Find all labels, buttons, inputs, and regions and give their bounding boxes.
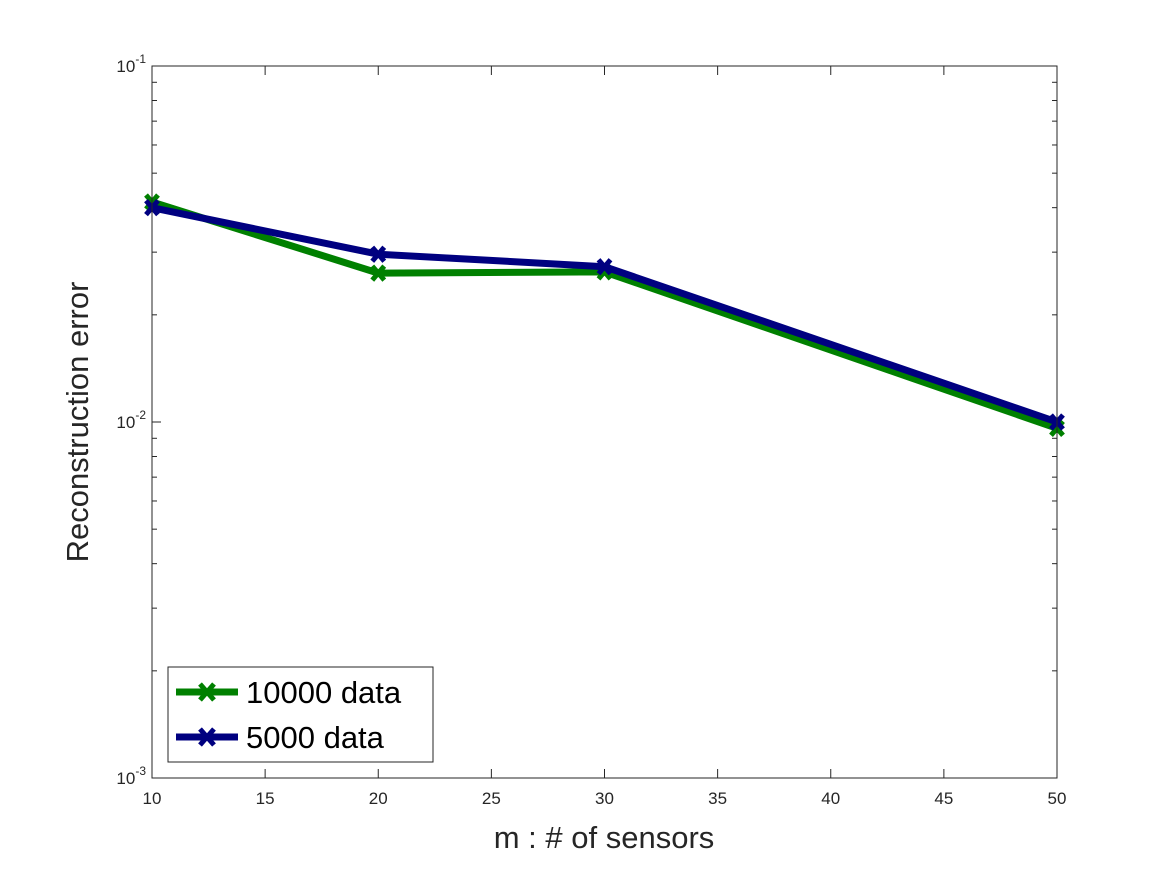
legend-marker-10000	[198, 682, 216, 702]
plot-area	[152, 66, 1057, 778]
x-tick-labels: 10 15 20 25 30 35 40 45 50	[143, 789, 1067, 808]
x-tick-label: 30	[595, 789, 614, 808]
x-tick-label: 25	[482, 789, 501, 808]
x-tick-label: 35	[708, 789, 727, 808]
series-line-5000-data	[148, 204, 1061, 426]
x-tick-label: 50	[1048, 789, 1067, 808]
x-axis-label: m : # of sensors	[494, 820, 715, 855]
y-tick-labels: 10-3 10-2 10-1	[116, 52, 146, 788]
legend-label-10000: 10000 data	[246, 675, 402, 710]
minor-ticks	[152, 81, 1057, 672]
x-tick-label: 20	[369, 789, 388, 808]
y-tick-label: 10-2	[116, 408, 146, 432]
data-point-5000-data	[370, 245, 387, 263]
data-point-10000-data	[370, 264, 387, 282]
series-line-10000-data	[148, 198, 1061, 432]
x-tick-label: 15	[256, 789, 275, 808]
data-point-5000-data	[596, 258, 613, 276]
y-tick-label: 10-3	[116, 764, 146, 788]
series-layer	[144, 193, 1065, 437]
y-tick-label: 10-1	[116, 52, 146, 76]
legend-label-5000: 5000 data	[246, 720, 385, 755]
legend-marker-5000	[198, 727, 216, 747]
x-tick-label: 45	[934, 789, 953, 808]
x-tick-label: 40	[821, 789, 840, 808]
legend: 10000 data 5000 data	[167, 666, 434, 763]
x-tick-label: 10	[143, 789, 162, 808]
y-axis-label: Reconstruction error	[60, 282, 95, 563]
plot-frame	[151, 65, 1058, 779]
